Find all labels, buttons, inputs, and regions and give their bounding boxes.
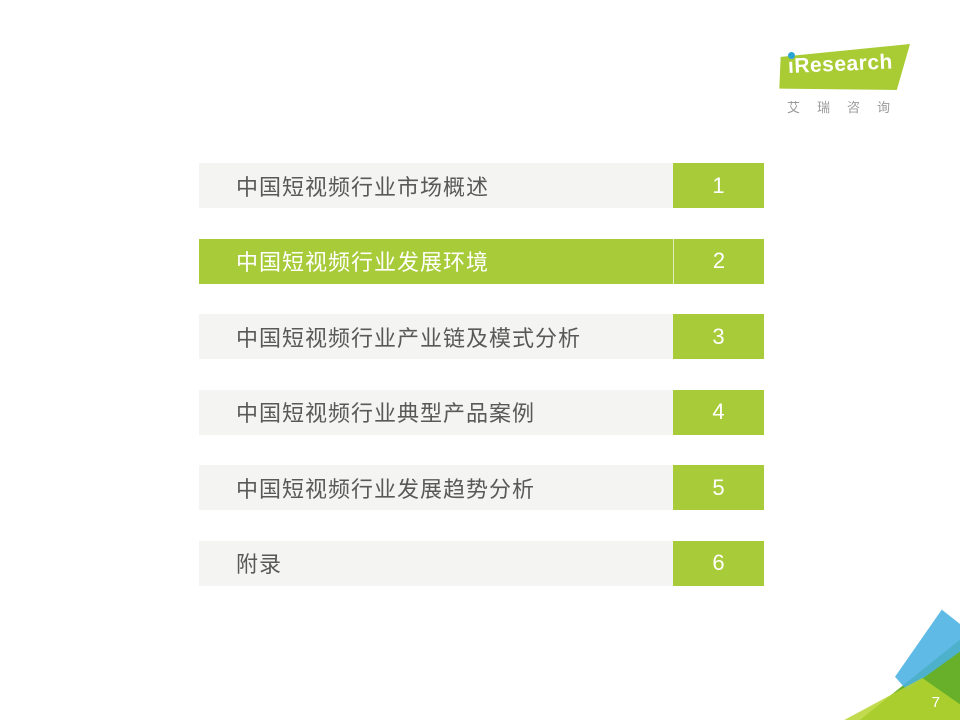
toc-row-3[interactable]: 中国短视频行业产业链及模式分析 3 [199,314,764,359]
iresearch-logo: ıResearch 艾瑞咨询 [778,44,910,116]
toc-item-number: 3 [673,314,764,359]
toc-item-number: 6 [673,540,764,586]
toc-row-2-active[interactable]: 中国短视频行业发展环境 2 [199,238,764,284]
toc-item-label: 中国短视频行业发展趋势分析 [199,465,673,510]
toc-item-number: 1 [673,163,764,208]
logo-wordmark: ıResearch [787,50,893,79]
toc-item-number: 4 [673,389,764,435]
logo-i-dot-icon [788,52,795,59]
toc-row-4[interactable]: 中国短视频行业典型产品案例 4 [199,389,764,435]
toc-item-label: 中国短视频行业典型产品案例 [199,389,673,435]
logo-chinese-name: 艾瑞咨询 [787,100,908,115]
toc-item-number: 5 [673,465,764,510]
page-number: 7 [931,694,940,711]
toc-item-number: 2 [673,238,764,284]
table-of-contents: 中国短视频行业市场概述 1 中国短视频行业发展环境 2 中国短视频行业产业链及模… [199,163,764,616]
logo-green-shape: ıResearch [779,44,910,90]
toc-row-5[interactable]: 中国短视频行业发展趋势分析 5 [199,465,764,510]
toc-item-label: 中国短视频行业产业链及模式分析 [199,314,673,359]
toc-item-label: 中国短视频行业发展环境 [199,238,673,284]
corner-decoration: 7 [830,600,960,720]
toc-item-label: 中国短视频行业市场概述 [199,163,673,208]
toc-item-label: 附录 [199,540,673,586]
toc-row-1[interactable]: 中国短视频行业市场概述 1 [199,163,764,208]
toc-row-6[interactable]: 附录 6 [199,540,764,586]
logo-wordmark-rest: Research [793,50,894,78]
